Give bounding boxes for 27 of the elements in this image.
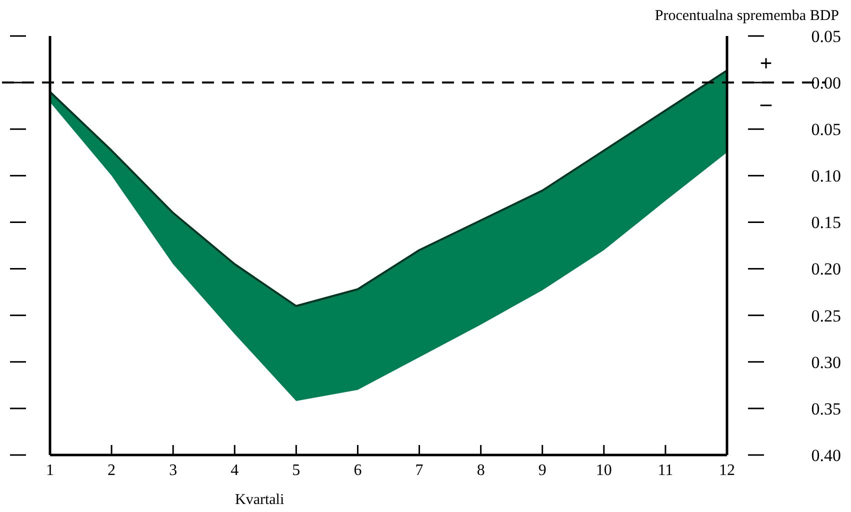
y-tick-label: 0.00 bbox=[811, 74, 841, 93]
x-tick-label: 4 bbox=[230, 462, 239, 479]
x-tick-label: 12 bbox=[719, 462, 735, 479]
x-tick-label: 5 bbox=[292, 462, 300, 479]
y-tick-label: 0.20 bbox=[811, 260, 841, 279]
x-tick-label: 10 bbox=[596, 462, 612, 479]
x-tick-label: 7 bbox=[415, 462, 424, 479]
line-series bbox=[49, 69, 728, 308]
y-tick-label: 0.15 bbox=[811, 213, 841, 232]
y-tick-label: 0.10 bbox=[811, 166, 841, 186]
x-tick-label: 3 bbox=[169, 462, 178, 479]
y-tick-label: 0.30 bbox=[811, 352, 841, 372]
x-tick-label: 8 bbox=[476, 462, 485, 479]
y-tick-label: 0.35 bbox=[811, 399, 841, 418]
x-tick-label: 1 bbox=[46, 462, 54, 479]
y-axis-title: Procentualna sprememba BDP bbox=[654, 8, 839, 24]
x-tick-label: 11 bbox=[658, 462, 674, 479]
x-tick-label: 9 bbox=[538, 462, 546, 479]
y-tick-label: 0.25 bbox=[811, 306, 841, 326]
x-tick-label: 2 bbox=[108, 462, 116, 479]
y-tick-label: 0.05 bbox=[811, 120, 841, 140]
x-axis-title: Kvartali bbox=[235, 492, 284, 508]
text: – bbox=[760, 90, 772, 116]
y-tick-label: 0.05 bbox=[811, 26, 841, 46]
y-tick-label: 0.40 bbox=[811, 446, 841, 465]
text: + bbox=[760, 50, 772, 76]
x-tick-label: 6 bbox=[354, 462, 362, 479]
